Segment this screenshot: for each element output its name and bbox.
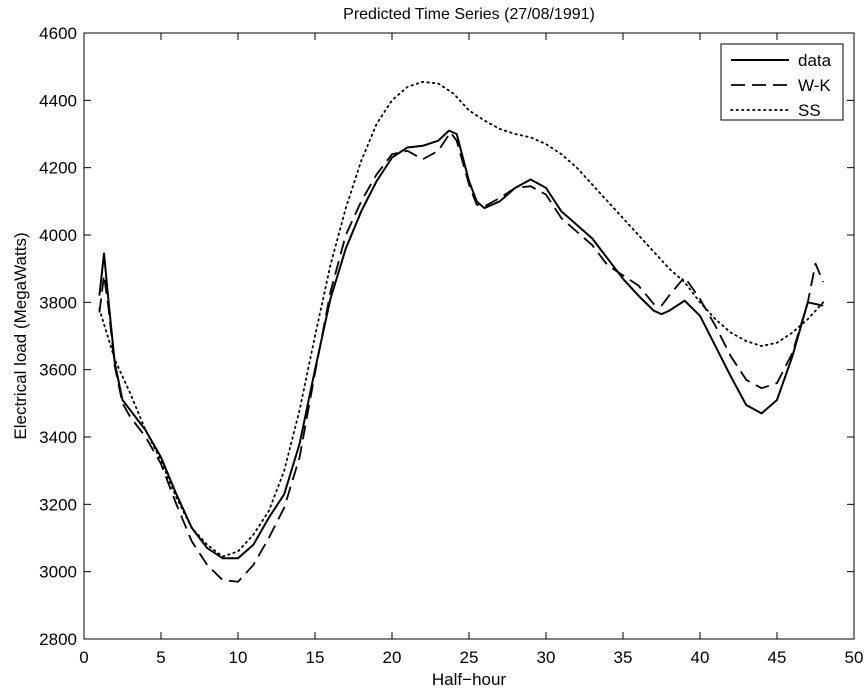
x-tick-label: 35 bbox=[614, 648, 633, 667]
chart-title: Predicted Time Series (27/08/1991) bbox=[343, 6, 595, 23]
x-tick-label: 20 bbox=[383, 648, 402, 667]
legend-label: data bbox=[798, 51, 832, 70]
x-axis-label: Half−hour bbox=[432, 670, 507, 689]
legend-label: SS bbox=[798, 101, 821, 120]
legend-items: data W-K SS bbox=[730, 51, 832, 120]
x-tick-label: 5 bbox=[156, 648, 165, 667]
y-tick-label: 3400 bbox=[39, 428, 77, 447]
x-tick-label: 0 bbox=[79, 648, 88, 667]
series-line-w-k bbox=[98, 131, 825, 583]
y-tick-label: 3600 bbox=[39, 361, 77, 380]
series-layer bbox=[98, 80, 825, 583]
y-tick-label: 3800 bbox=[39, 293, 77, 312]
x-tick-label: 50 bbox=[845, 648, 864, 667]
y-tick-label: 4400 bbox=[39, 91, 77, 110]
plot-frame bbox=[83, 32, 855, 640]
y-tick-label: 4200 bbox=[39, 159, 77, 178]
x-tick-label: 30 bbox=[537, 648, 556, 667]
legend-box bbox=[720, 43, 844, 121]
x-tick-label: 25 bbox=[460, 648, 479, 667]
legend: data W-K SS bbox=[720, 43, 844, 121]
y-tick-label: 2800 bbox=[39, 630, 77, 649]
x-tick-label: 40 bbox=[691, 648, 710, 667]
tick-layer: 0 5 10 15 20 25 30 35 40 45 50 2800 3000 3200 3400 3600… bbox=[39, 24, 863, 667]
plot-area: 0 5 10 15 20 25 30 35 40 45 50 2800 3000 3200 3400 3600… bbox=[39, 24, 863, 667]
x-tick-label: 10 bbox=[229, 648, 248, 667]
x-tick-label: 45 bbox=[768, 648, 787, 667]
y-axis-label: Electrical load (MegaWatts) bbox=[11, 232, 30, 439]
y-tick-label: 3200 bbox=[39, 495, 77, 514]
y-tick-label: 4600 bbox=[39, 24, 77, 43]
legend-label: W-K bbox=[798, 76, 831, 95]
series-line-ss bbox=[98, 80, 825, 558]
x-tick-label: 15 bbox=[306, 648, 325, 667]
y-tick-label: 3000 bbox=[39, 563, 77, 582]
y-tick-label: 4000 bbox=[39, 226, 77, 245]
